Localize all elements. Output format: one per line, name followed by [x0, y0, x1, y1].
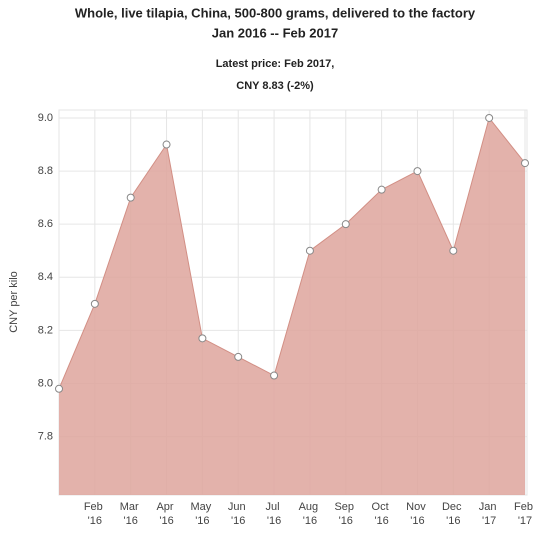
- y-axis-label: CNY per kilo: [8, 271, 20, 333]
- y-tick-label: 9.0: [38, 112, 53, 124]
- y-tick-label: 8.6: [38, 218, 53, 230]
- x-tick-label: Dec '16: [442, 501, 465, 527]
- x-tick-label: Oct '16: [372, 501, 392, 527]
- y-tick-label: 8.8: [38, 165, 53, 177]
- y-tick-label: 8.0: [38, 377, 53, 389]
- point: [270, 371, 279, 380]
- x-tick-label: Nov '16: [406, 501, 429, 527]
- point: [305, 246, 314, 255]
- point: [90, 299, 99, 308]
- chart-title: Whole, live tilapia, China, 500-800 gram…: [75, 5, 476, 20]
- y-tick-label: 8.4: [38, 271, 53, 283]
- point: [234, 352, 243, 361]
- point: [377, 185, 386, 194]
- point: [341, 220, 350, 229]
- x-tick-label: Mar '16: [120, 501, 142, 527]
- point: [449, 246, 458, 255]
- area: [59, 117, 525, 495]
- x-tick-label: May '16: [190, 501, 214, 527]
- point: [162, 140, 171, 149]
- line: [58, 116, 526, 389]
- point: [198, 334, 207, 343]
- x-tick-label: Sep '16: [334, 501, 357, 527]
- chart-subtitle: CNY 8.83 (-2%): [236, 80, 314, 92]
- x-tick-label: Apr '16: [156, 501, 176, 527]
- point: [126, 193, 135, 202]
- chart-title: Jan 2016 -- Feb 2017: [212, 25, 338, 40]
- x-tick-label: Aug '16: [299, 501, 322, 527]
- point: [55, 384, 63, 393]
- x-tick-label: Jul '16: [266, 501, 283, 527]
- x-tick-label: Jan '17: [479, 501, 500, 527]
- x-tick-label: Jun '16: [228, 501, 249, 527]
- point: [521, 159, 529, 168]
- chart-subtitle: Latest price: Feb 2017,: [216, 58, 335, 70]
- x-tick-label: Feb '17: [514, 501, 536, 527]
- point: [485, 113, 494, 122]
- y-tick-label: 8.2: [38, 324, 53, 336]
- y-tick-label: 7.8: [38, 430, 53, 442]
- point: [413, 167, 422, 176]
- x-tick-label: Feb '16: [84, 501, 106, 527]
